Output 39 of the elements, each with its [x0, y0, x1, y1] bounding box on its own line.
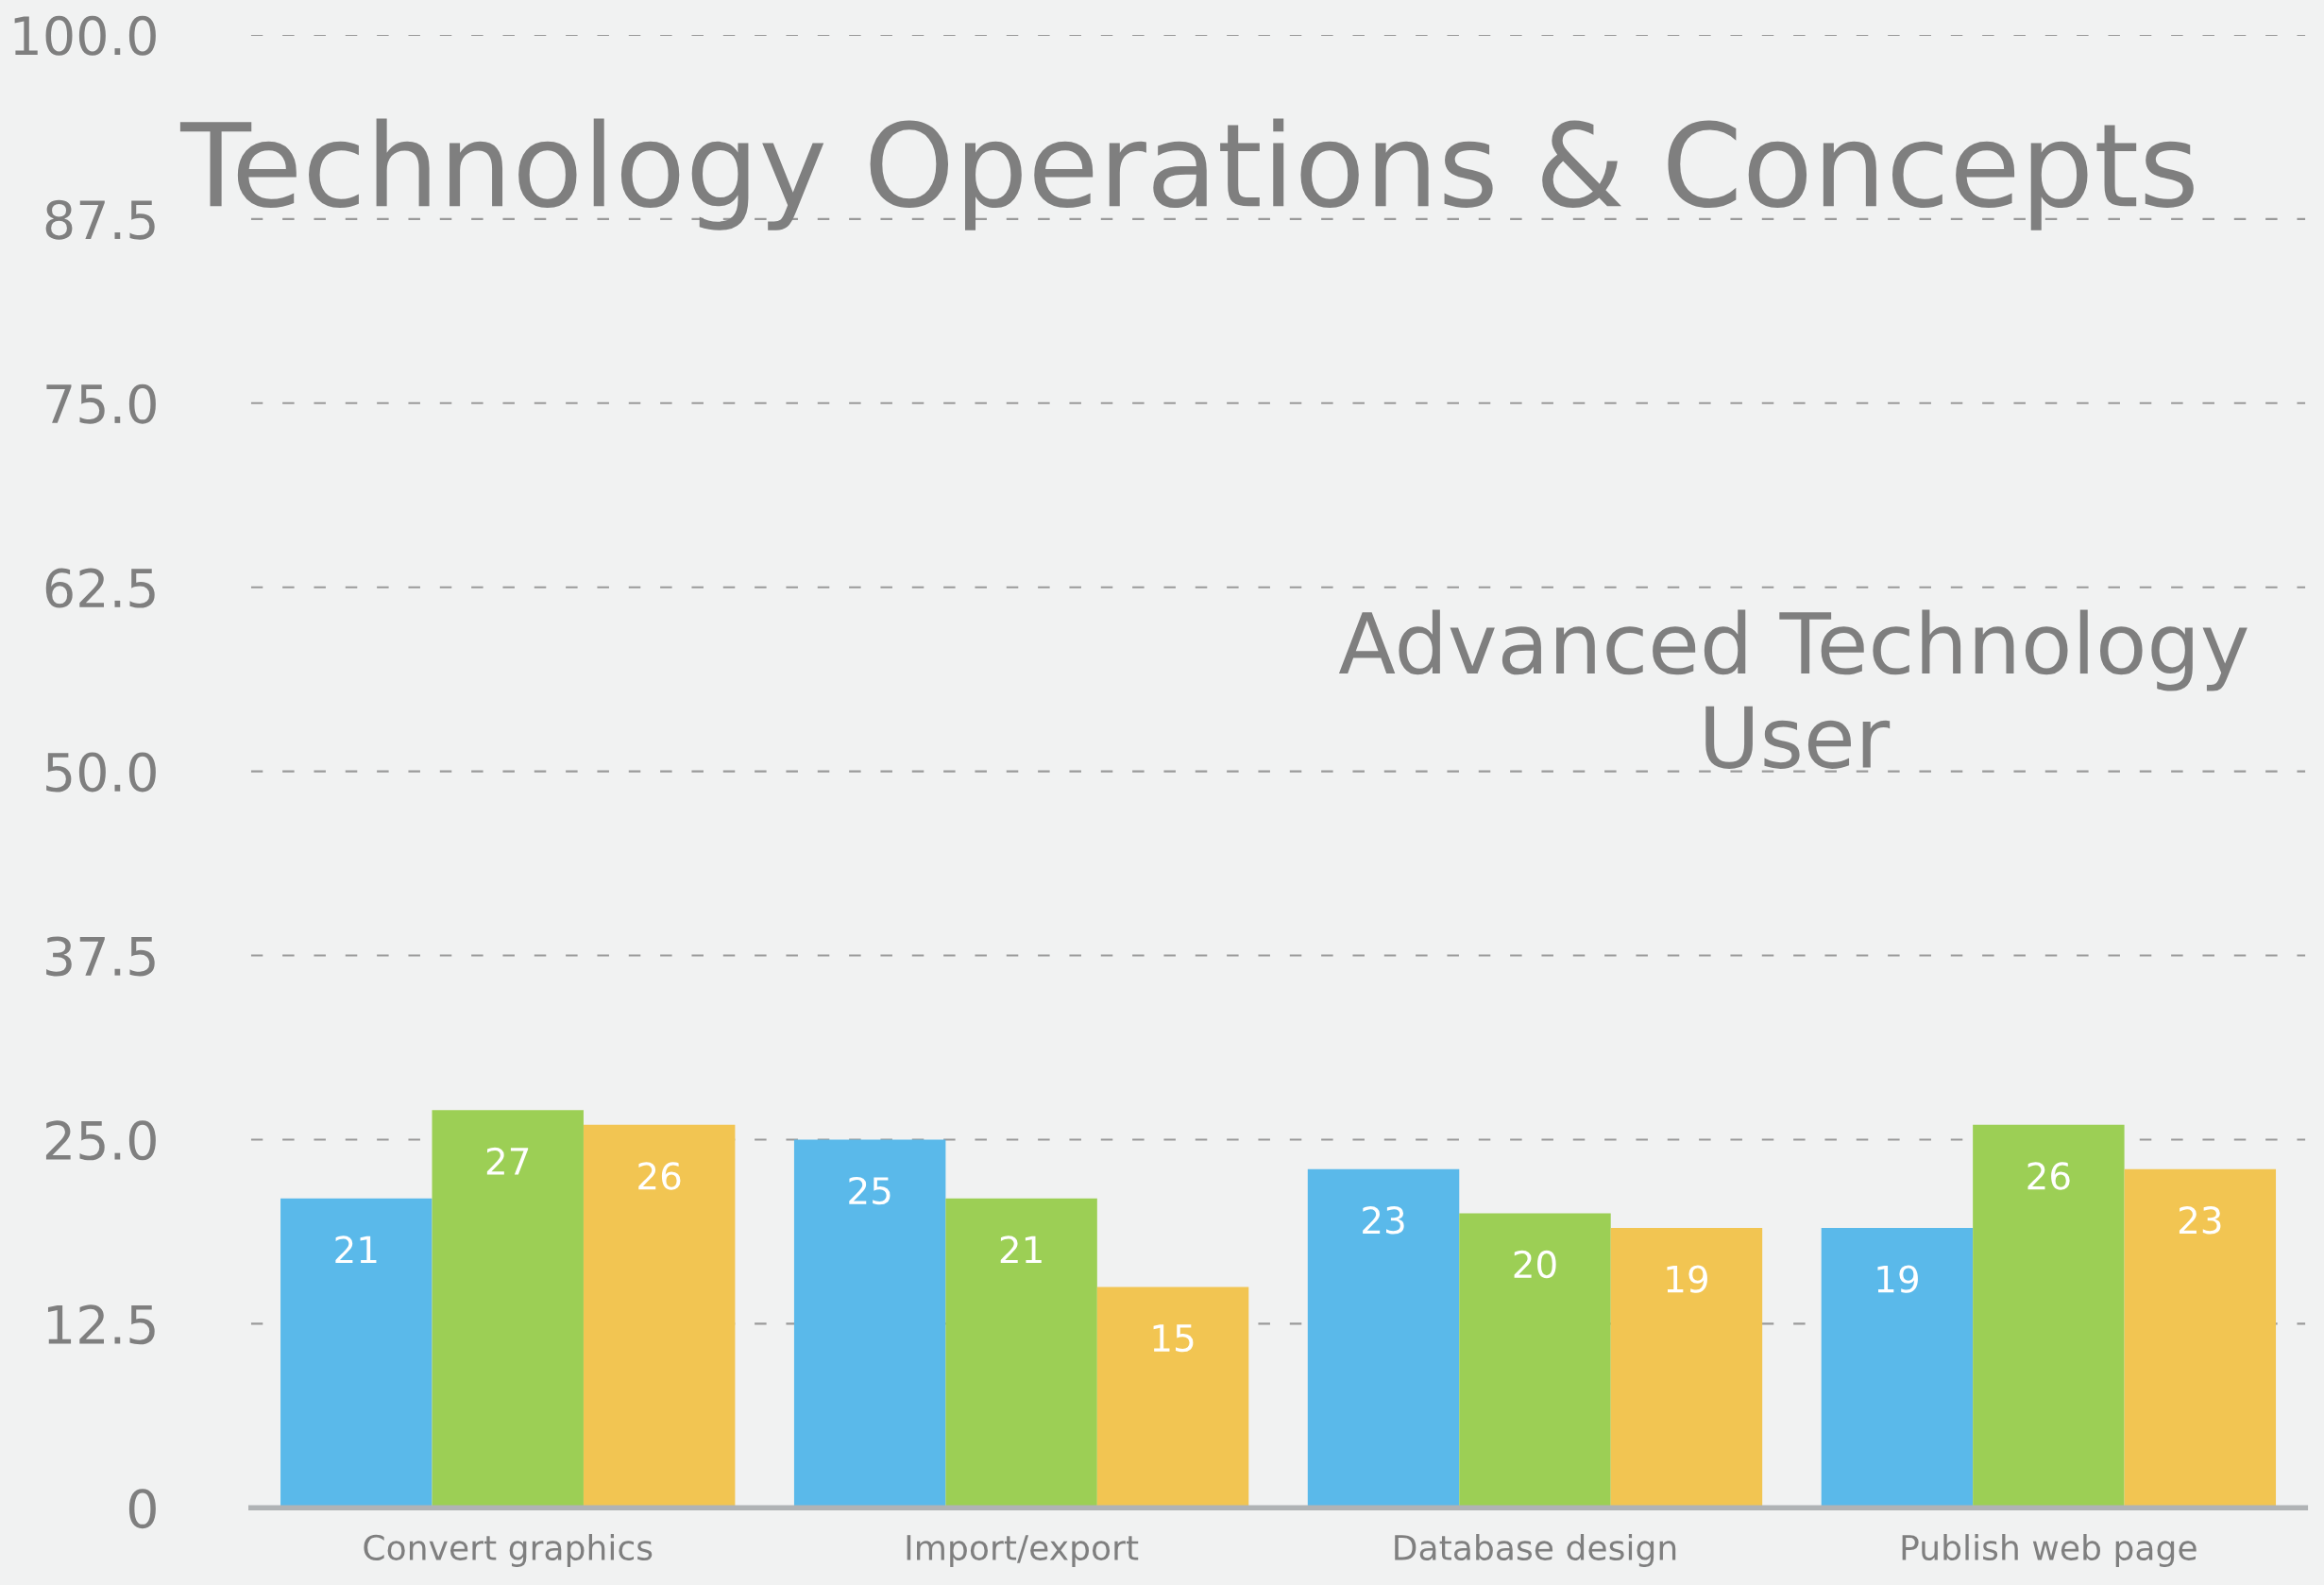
data-label: 15: [1153, 1324, 1194, 1353]
bar: [432, 1110, 584, 1508]
text: Advanced Technology User: [1338, 609, 2248, 769]
bar: [945, 1198, 1097, 1508]
data-label: 27: [486, 1147, 529, 1175]
data-label: 21: [335, 1236, 377, 1264]
y-tick-label: 50.0: [46, 752, 156, 792]
data-label: 23: [1363, 1206, 1404, 1235]
bar: [280, 1198, 433, 1508]
bar: [1610, 1228, 1763, 1508]
y-tick-label: 75.0: [46, 383, 156, 424]
y-tick-label: 37.5: [46, 936, 155, 977]
x-tick-label: Database design: [1395, 1534, 1676, 1568]
x-tick-label: Convert graphics: [364, 1534, 653, 1568]
text: Technology Operations & Concepts: [179, 118, 2194, 230]
y-tick-label: 62.5: [45, 568, 155, 608]
data-label: 21: [1000, 1236, 1042, 1264]
y-tick-label: 25.0: [45, 1120, 156, 1161]
data-label: 26: [2027, 1162, 2070, 1190]
bar: [1821, 1228, 1974, 1508]
x-tick-label: Import/export: [907, 1535, 1139, 1568]
data-label: 19: [1667, 1265, 1707, 1293]
bar: [583, 1124, 736, 1508]
y-tick-label: 0: [128, 1489, 156, 1529]
bar: [1307, 1168, 1460, 1508]
data-label: 26: [638, 1162, 681, 1190]
data-label: 25: [849, 1176, 891, 1205]
y-tick-label: 12.5: [47, 1304, 155, 1345]
y-tick-label: 87.5: [45, 199, 155, 240]
data-label: 23: [2179, 1206, 2221, 1235]
y-tick-label: 100.0: [14, 15, 156, 56]
bar: [1459, 1213, 1611, 1508]
bar: [793, 1139, 946, 1508]
x-tick-label: Publish web page: [1902, 1534, 2197, 1568]
bar: [2124, 1168, 2277, 1508]
bar: [1973, 1124, 2125, 1508]
data-label: 20: [1514, 1250, 1556, 1279]
bar: [1096, 1287, 1249, 1508]
data-label: 19: [1877, 1265, 1918, 1293]
